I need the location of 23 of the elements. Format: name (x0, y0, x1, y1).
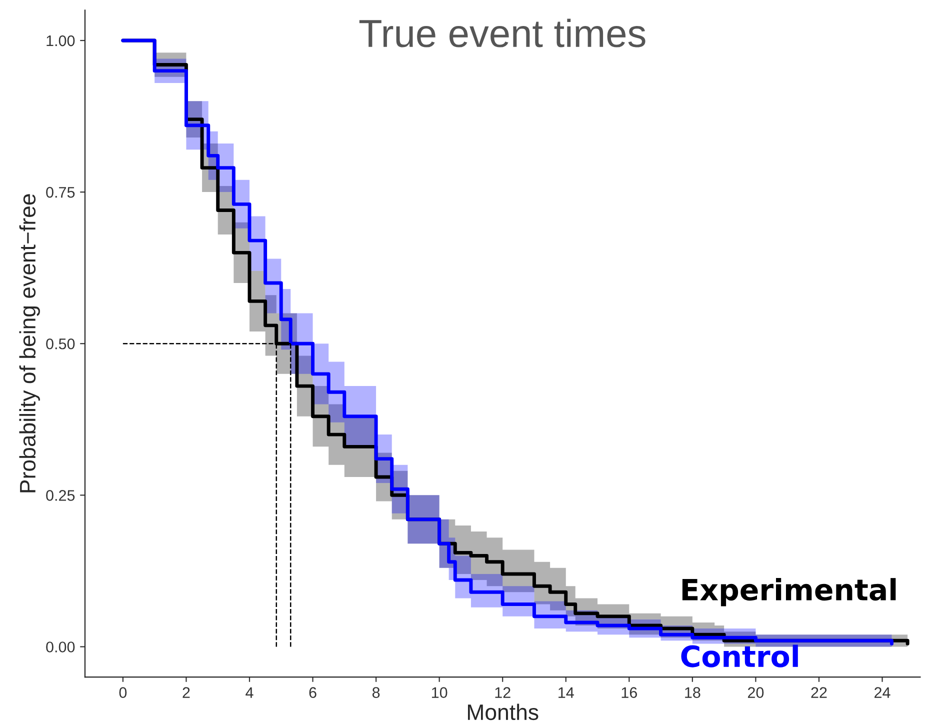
series-label: Experimental (682, 578, 896, 606)
chart-title: True event times (359, 18, 646, 48)
y-tick-label: 1.00 (46, 35, 75, 46)
y-tick-label: 0.75 (46, 186, 75, 198)
y-tick-label: 0.50 (46, 338, 75, 350)
x-tick-label: 0 (119, 687, 127, 698)
x-tick-label: 14 (558, 687, 574, 698)
x-tick-label: 16 (622, 687, 637, 698)
x-tick-label: 20 (748, 687, 764, 698)
y-tick-label: 0.00 (46, 642, 75, 652)
x-tick-label: 10 (432, 687, 448, 698)
x-tick-label: 6 (309, 687, 316, 698)
x-axis-title: Months (468, 704, 538, 720)
x-tick-label: 22 (811, 687, 827, 698)
series-label: Control (681, 644, 798, 668)
x-tick-label: 4 (246, 687, 254, 698)
y-axis-title: Probability of being event−free (19, 194, 40, 492)
x-tick-label: 18 (685, 687, 700, 698)
x-tick-label: 24 (874, 687, 890, 698)
x-tick-label: 12 (495, 687, 510, 698)
y-tick-label: 0.25 (46, 490, 75, 501)
x-tick-label: 8 (372, 687, 380, 698)
x-tick-label: 2 (182, 687, 190, 698)
